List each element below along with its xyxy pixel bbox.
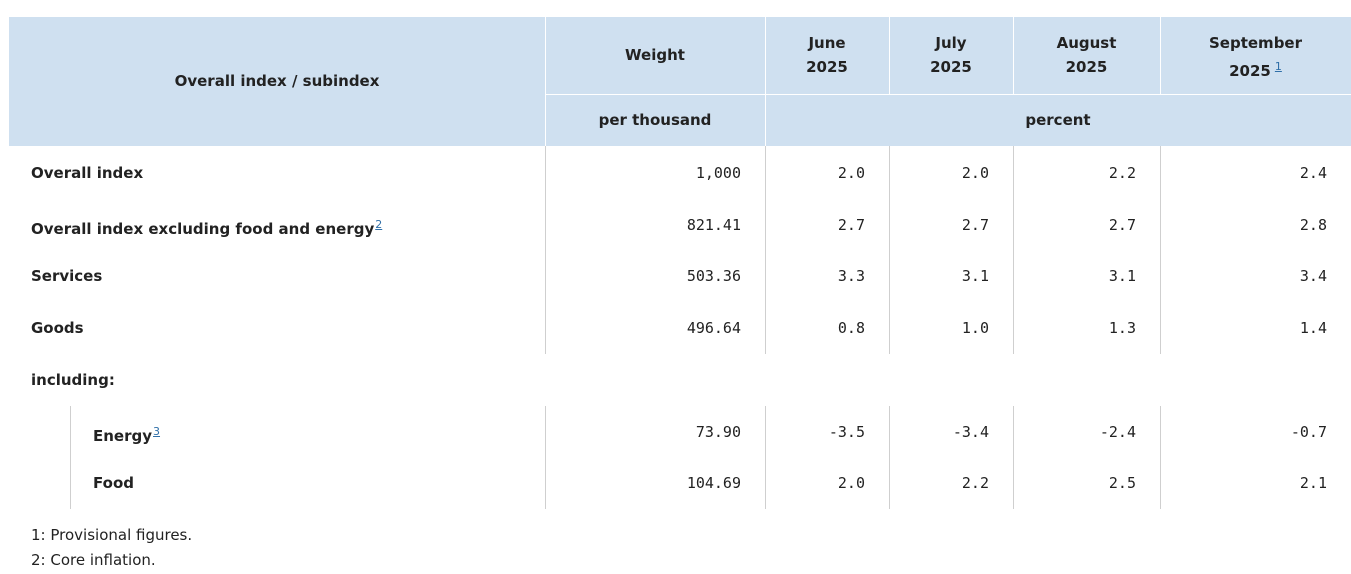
cell-value: 2.2 [961, 474, 989, 493]
cell-value: 3.3 [837, 267, 865, 286]
header-divider [1013, 17, 1014, 94]
cell-value: 3.1 [961, 267, 989, 286]
cell-value: 496.64 [686, 319, 741, 338]
cell-value: 1.4 [1299, 319, 1327, 338]
row-label-text: Overall index excluding food and energy [31, 219, 375, 238]
group-label: including: [31, 370, 115, 389]
cell-value: 104.69 [686, 474, 741, 493]
header-period: September 2025 1 [1160, 31, 1351, 83]
column-divider [1160, 405, 1161, 510]
cell-value: 2.7 [1108, 215, 1136, 234]
cell-value: 1.0 [961, 319, 989, 338]
period-unit: percent [1025, 111, 1091, 129]
header-period: August 2025 [1013, 31, 1160, 79]
cell-value: 3.4 [1299, 267, 1327, 286]
footnote: 1: Provisional figures. [31, 526, 193, 544]
header-period: June 2025 [765, 31, 889, 79]
header-background [9, 17, 1351, 146]
period-month: July [935, 34, 967, 52]
period-year: 2025 [1013, 55, 1160, 79]
cell-value: 2.0 [961, 164, 989, 182]
cell-value: 503.36 [686, 267, 741, 286]
header-divider [545, 94, 1351, 95]
cell-value: 2.0 [837, 474, 865, 493]
row-label-text: Goods [31, 319, 84, 338]
row-label-text: Services [31, 267, 103, 286]
row-label: Food [93, 473, 134, 493]
cell-value: 2.5 [1108, 474, 1136, 493]
row-label-text: Overall index [31, 164, 144, 182]
cell-value: -2.4 [1099, 422, 1136, 441]
row-label: Overall index excluding food and energy2 [31, 215, 382, 239]
period-year-text: 2025 [930, 58, 972, 76]
cell-value: 1,000 [695, 164, 741, 182]
column-divider [1013, 146, 1014, 354]
cell-value: 1.3 [1108, 319, 1136, 338]
header-divider [765, 17, 766, 146]
period-month: September [1209, 34, 1302, 52]
cell-value: -0.7 [1290, 422, 1327, 441]
cell-value: -3.4 [952, 422, 989, 441]
header-divider [1160, 17, 1161, 94]
cell-value: 3.1 [1108, 267, 1136, 286]
cell-value: 2.7 [961, 215, 989, 234]
row-label: Energy3 [93, 422, 160, 446]
cell-value: 2.2 [1108, 164, 1136, 182]
header-label: Overall index / subindex [174, 72, 380, 90]
period-year-text: 2025 [1065, 58, 1108, 76]
cell-value: 73.90 [695, 422, 741, 441]
column-divider [70, 405, 71, 510]
column-divider [545, 405, 546, 510]
header-divider [889, 17, 890, 94]
footnote-link[interactable]: 3 [153, 424, 161, 438]
period-year: 2025 1 [1160, 55, 1351, 83]
footnote-link[interactable]: 2 [375, 217, 383, 231]
row-label: Services [31, 266, 102, 286]
column-divider [889, 146, 890, 354]
column-divider [765, 146, 766, 354]
cell-value: 2.4 [1299, 164, 1327, 182]
period-year-text: 2025 [806, 58, 848, 76]
period-year-text: 2025 [1229, 62, 1271, 80]
cell-value: 2.1 [1299, 474, 1327, 493]
header-divider [545, 17, 546, 146]
cell-value: 2.7 [837, 215, 865, 234]
cell-value: 2.0 [837, 164, 865, 182]
cell-value: 821.41 [686, 215, 741, 234]
period-year: 2025 [765, 55, 889, 79]
header-weight: Weight [625, 46, 685, 64]
period-month: August [1056, 34, 1117, 52]
row-label-text: Food [93, 474, 134, 493]
row-label: Overall index [31, 163, 143, 183]
cell-value: 0.8 [837, 319, 865, 338]
footnote-link[interactable]: 1 [1274, 60, 1282, 73]
column-divider [765, 405, 766, 510]
period-year: 2025 [889, 55, 1013, 79]
cell-value: 2.8 [1299, 215, 1327, 234]
column-divider [1160, 146, 1161, 354]
period-month: June [808, 34, 846, 52]
row-label-text: Energy [93, 426, 153, 445]
column-divider [1013, 405, 1014, 510]
cell-value: -3.5 [828, 422, 865, 441]
weight-unit: per thousand [598, 111, 712, 129]
header-period: July 2025 [889, 31, 1013, 79]
row-label: Goods [31, 318, 84, 338]
column-divider [889, 405, 890, 510]
footnote: 2: Core inflation. [31, 551, 156, 569]
column-divider [545, 146, 546, 354]
